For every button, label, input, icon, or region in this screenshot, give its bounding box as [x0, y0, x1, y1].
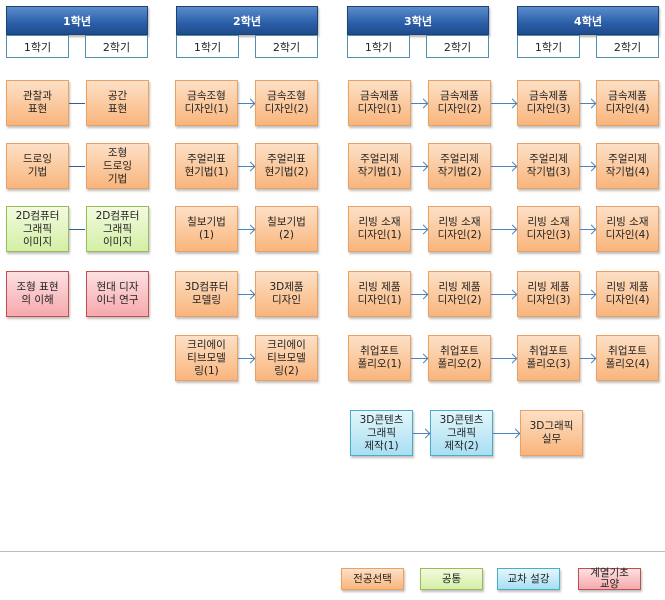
semester-header: 1학기 [347, 35, 410, 58]
course-box[interactable]: 리빙 소재 디자인(4) [596, 206, 659, 252]
course-box[interactable]: 주얼리제 작기법(2) [428, 143, 491, 189]
course-box[interactable]: 조형 표현 의 이해 [6, 271, 69, 317]
semester-header: 1학기 [6, 35, 69, 58]
course-box[interactable]: 금속제품 디자인(4) [596, 80, 659, 126]
course-box[interactable]: 금속제품 디자인(3) [517, 80, 580, 126]
course-box[interactable]: 칠보기법 (2) [255, 206, 318, 252]
legend-item-major: 전공선택 [341, 568, 404, 590]
arrow-connector [491, 103, 516, 104]
course-box[interactable]: 취업포트 폴리오(2) [428, 335, 491, 381]
arrow-connector [580, 166, 595, 167]
course-box[interactable]: 리빙 소재 디자인(3) [517, 206, 580, 252]
course-box[interactable]: 리빙 제품 디자인(2) [428, 271, 491, 317]
year-header: 4학년 [517, 6, 659, 35]
course-box[interactable]: 조형 드로잉 기법 [86, 143, 149, 189]
course-box[interactable]: 주얼리표 현기법(1) [175, 143, 238, 189]
course-box[interactable]: 칠보기법 (1) [175, 206, 238, 252]
semester-header: 2학기 [255, 35, 318, 58]
arrow-connector [491, 229, 516, 230]
course-box[interactable]: 리빙 제품 디자인(1) [348, 271, 411, 317]
course-box[interactable]: 금속조형 디자인(1) [175, 80, 238, 126]
legend-item-common: 공통 [420, 568, 483, 590]
course-box[interactable]: 취업포트 폴리오(3) [517, 335, 580, 381]
connector-line [69, 166, 85, 167]
year-header: 3학년 [347, 6, 489, 35]
course-box[interactable]: 3D콘텐츠 그래픽 제작(1) [350, 410, 413, 456]
course-box[interactable]: 2D컴퓨터 그래픽 이미지 [6, 206, 69, 252]
course-box[interactable]: 취업포트 폴리오(1) [348, 335, 411, 381]
year-header: 1학년 [6, 6, 148, 35]
arrow-connector [580, 103, 595, 104]
arrow-connector [411, 166, 427, 167]
semester-header: 1학기 [176, 35, 239, 58]
divider [0, 551, 665, 552]
course-box[interactable]: 크리에이 티브모델 링(2) [255, 335, 318, 381]
semester-header: 2학기 [426, 35, 489, 58]
course-box[interactable]: 주얼리제 작기법(4) [596, 143, 659, 189]
course-box[interactable]: 공간 표현 [86, 80, 149, 126]
connector-line [69, 103, 85, 104]
course-box[interactable]: 금속제품 디자인(1) [348, 80, 411, 126]
course-box[interactable]: 크리에이 티브모델 링(1) [175, 335, 238, 381]
course-box[interactable]: 주얼리제 작기법(3) [517, 143, 580, 189]
course-box[interactable]: 취업포트 폴리오(4) [596, 335, 659, 381]
course-box[interactable]: 리빙 소재 디자인(1) [348, 206, 411, 252]
arrow-connector [238, 103, 254, 104]
course-box[interactable]: 3D콘텐츠 그래픽 제작(2) [430, 410, 493, 456]
course-box[interactable]: 주얼리표 현기법(2) [255, 143, 318, 189]
course-box[interactable]: 관찰과 표현 [6, 80, 69, 126]
connector-line [69, 229, 85, 230]
course-box[interactable]: 3D그래픽 실무 [520, 410, 583, 456]
legend-item-basic: 계열기초 교양 [578, 568, 641, 590]
course-box[interactable]: 리빙 소재 디자인(2) [428, 206, 491, 252]
arrow-connector [411, 358, 427, 359]
arrow-connector [493, 433, 519, 434]
course-box[interactable]: 금속조형 디자인(2) [255, 80, 318, 126]
arrow-connector [491, 358, 516, 359]
arrow-connector [411, 294, 427, 295]
arrow-connector [491, 166, 516, 167]
arrow-connector [411, 103, 427, 104]
semester-header: 1학기 [517, 35, 580, 58]
arrow-connector [238, 229, 254, 230]
arrow-connector [491, 294, 516, 295]
course-box[interactable]: 주얼리제 작기법(1) [348, 143, 411, 189]
arrow-connector [413, 433, 429, 434]
course-box[interactable]: 금속제품 디자인(2) [428, 80, 491, 126]
arrow-connector [238, 166, 254, 167]
arrow-connector [580, 294, 595, 295]
arrow-connector [238, 294, 254, 295]
course-box[interactable]: 리빙 제품 디자인(4) [596, 271, 659, 317]
year-header: 2학년 [176, 6, 318, 35]
legend-item-cross: 교차 설강 [497, 568, 560, 590]
course-box[interactable]: 드로잉 기법 [6, 143, 69, 189]
course-box[interactable]: 2D컴퓨터 그래픽 이미지 [86, 206, 149, 252]
course-box[interactable]: 3D컴퓨터 모델링 [175, 271, 238, 317]
course-box[interactable]: 리빙 제품 디자인(3) [517, 271, 580, 317]
arrow-connector [580, 358, 595, 359]
arrow-connector [411, 229, 427, 230]
course-box[interactable]: 3D제품 디자인 [255, 271, 318, 317]
semester-header: 2학기 [85, 35, 148, 58]
arrow-connector [580, 229, 595, 230]
course-box[interactable]: 현대 디자 이너 연구 [86, 271, 149, 317]
arrow-connector [238, 358, 254, 359]
semester-header: 2학기 [596, 35, 659, 58]
